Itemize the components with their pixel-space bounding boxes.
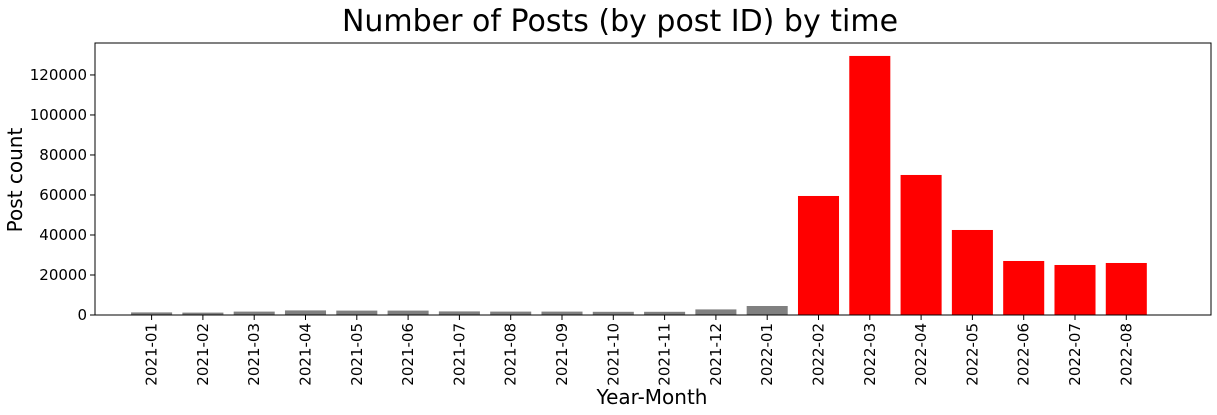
bar-2022-05 [951,229,993,315]
y-axis-label: Post count [3,128,27,233]
x-tick-label: 2021-04 [297,323,315,386]
bar-2021-04 [284,310,327,315]
bar-2021-02 [182,312,224,315]
bar-2021-12 [695,309,737,315]
bar-2022-02 [797,195,840,315]
bar-2022-01 [746,306,788,315]
x-tick-label: 2021-01 [143,323,161,386]
x-tick-label: 2022-02 [810,323,828,386]
x-tick-label: 2021-07 [450,323,468,386]
plot-area [94,42,1212,316]
x-tick-label: 2021-03 [245,323,263,386]
bar-2021-05 [336,310,378,315]
y-tick-label: 20000 [39,266,87,284]
y-axis: 0 20000 40000 60000 80000 100000 120000 [30,66,95,324]
bar-2021-10 [592,311,634,315]
x-tick-label: 2022-04 [912,323,930,386]
bar-2021-09 [541,311,583,315]
plot-frame [94,42,1212,316]
x-tick-label: 2022-01 [758,323,776,386]
y-tick-label: 40000 [39,226,87,244]
x-tick-label: 2022-07 [1066,323,1084,386]
bar-2021-07 [438,311,480,315]
x-axis-label: Year-Month [596,385,708,409]
bar-2022-07 [1054,264,1096,315]
bar-2022-04 [900,174,942,315]
x-tick-label: 2021-09 [553,323,571,386]
y-tick-label: 60000 [39,186,87,204]
chart-title: Number of Posts (by post ID) by time [342,4,898,39]
x-tick-label: 2022-03 [861,323,879,386]
y-tick-label: 100000 [30,106,87,124]
x-tick-label: 2021-11 [656,323,674,386]
y-tick-label: 120000 [30,66,87,84]
y-tick-label: 80000 [39,146,87,164]
bar-2022-06 [1003,260,1045,315]
x-tick-label: 2021-10 [604,323,622,386]
bars-group [131,55,1147,315]
bar-2021-03 [233,311,275,315]
x-tick-label: 2021-02 [194,323,212,386]
x-tick-label: 2022-08 [1117,323,1135,386]
bar-2021-06 [387,310,429,315]
bar-2021-08 [490,311,532,315]
bar-2022-03 [849,55,891,315]
x-tick-label: 2021-06 [399,323,417,386]
x-axis: 2021-01 2021-02 2021-03 2021-04 2021-05 2021-… [143,315,1135,386]
x-tick-label: 2022-06 [1015,323,1033,386]
x-tick-label: 2021-05 [348,323,366,386]
x-tick-label: 2022-05 [963,323,981,386]
bar-2021-01 [131,312,173,315]
bar-2021-11 [644,311,686,315]
y-tick-label: 0 [77,306,87,324]
x-tick-label: 2021-12 [707,323,725,386]
x-tick-label: 2021-08 [502,323,520,386]
bar-2022-08 [1105,262,1147,315]
